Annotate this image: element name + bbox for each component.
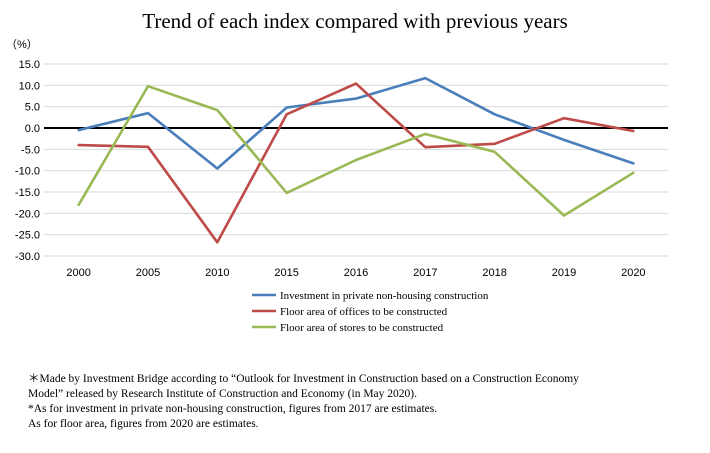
x-tick-label: 2019 <box>552 267 576 279</box>
y-tick-label: -10.0 <box>15 166 40 178</box>
y-tick-label: -15.0 <box>15 187 40 199</box>
y-tick-label: -20.0 <box>15 208 40 220</box>
footnotes: ＊Made by Investment Bridge according to … <box>28 372 708 432</box>
legend: Investment in private non-housing constr… <box>252 290 489 334</box>
footnote-source-line-1: ＊Made by Investment Bridge according to … <box>28 373 579 385</box>
x-tick-label: 2020 <box>621 267 645 279</box>
x-tick-label: 2010 <box>205 267 229 279</box>
y-tick-label: 0.0 <box>25 123 40 135</box>
series-line <box>77 84 635 217</box>
footnote-estimate-investment: *As for investment in private non-housin… <box>28 403 438 415</box>
x-tick-label: 2005 <box>136 267 160 279</box>
gridlines <box>44 63 668 257</box>
series-line <box>77 76 635 170</box>
legend-label: Investment in private non-housing constr… <box>280 290 489 302</box>
x-tick-label: 2017 <box>413 267 437 279</box>
axes: 15.0 10.0 5.0 0.0 -5.0 -10.0 -15.0 -20.0 -25.0 -3… <box>15 59 668 279</box>
footnote-source-line-2: Model” released by Research Institute of… <box>28 388 417 400</box>
y-tick-label: -5.0 <box>21 144 40 156</box>
legend-label: Floor area of offices to be constructed <box>280 306 448 318</box>
y-tick-label: -30.0 <box>15 251 40 263</box>
y-tick-label: -25.0 <box>15 230 40 242</box>
y-tick-label: 10.0 <box>19 80 40 92</box>
series-lines <box>77 76 635 244</box>
x-tick-label: 2018 <box>482 267 506 279</box>
y-axis-unit-label: （%） <box>6 38 38 51</box>
footnote-estimate-floor-area: As for floor area, figures from 2020 are… <box>28 418 259 430</box>
x-tick-label: 2016 <box>344 267 368 279</box>
x-tick-label: 2000 <box>66 267 90 279</box>
x-tick-label: 2015 <box>274 267 298 279</box>
chart-title: Trend of each index compared with previo… <box>142 9 568 33</box>
series-line <box>77 82 635 244</box>
y-tick-label: 15.0 <box>19 59 40 71</box>
y-tick-label: 5.0 <box>25 102 40 114</box>
legend-label: Floor area of stores to be constructed <box>280 322 444 334</box>
